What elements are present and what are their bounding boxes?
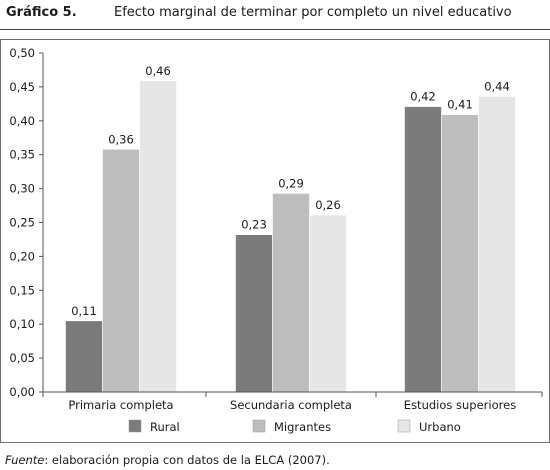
data-label: 0,46 xyxy=(145,64,171,78)
source-prefix: Fuente xyxy=(5,453,45,467)
figure-label: Gráfico 5. xyxy=(6,5,77,20)
figure-header: Gráfico 5. Efecto marginal de terminar p… xyxy=(0,0,550,30)
legend-label: Rural xyxy=(150,420,180,434)
bar xyxy=(235,234,273,393)
legend: Rural Migrantes Urbano xyxy=(128,419,461,434)
data-label: 0,23 xyxy=(241,218,267,232)
data-label: 0,42 xyxy=(410,90,436,104)
bar xyxy=(272,193,310,393)
data-label: 0,26 xyxy=(315,198,341,212)
bar xyxy=(309,214,347,393)
legend-swatch xyxy=(128,419,142,433)
y-tick-label: 0,25 xyxy=(9,216,35,230)
bar xyxy=(65,320,103,393)
y-tick-label: 0,05 xyxy=(9,351,35,365)
y-tick-label: 0,35 xyxy=(9,148,35,162)
source-note: Fuente: elaboración propia con datos de … xyxy=(5,453,330,467)
bar xyxy=(404,106,442,393)
legend-swatch xyxy=(252,419,266,433)
y-tick-label: 0,00 xyxy=(9,385,35,399)
bar xyxy=(139,80,177,393)
y-tick-label: 0,40 xyxy=(9,114,35,128)
y-tick-label: 0,20 xyxy=(9,249,35,263)
y-tick-label: 0,15 xyxy=(9,283,35,297)
source-text: : elaboración propia con datos de la ELC… xyxy=(44,453,330,467)
x-tick-label: Estudios superiores xyxy=(404,398,516,412)
legend-swatch xyxy=(397,419,411,433)
header-rule xyxy=(0,29,550,30)
data-label: 0,29 xyxy=(278,176,304,190)
y-axis: 0,00 0,05 0,10 0,15 0,20 0,25 0,30 0,35 0,40 0,45… xyxy=(9,46,44,399)
data-label: 0,11 xyxy=(71,304,97,318)
bar xyxy=(441,114,479,393)
bar xyxy=(478,96,516,393)
bar xyxy=(102,148,140,393)
bars: 0,11 0,36 0,46 0,23 0,29 0,26 0,42 0,41 0,44 xyxy=(65,64,516,393)
data-label: 0,44 xyxy=(484,79,510,93)
x-tick-label: Primaria completa xyxy=(68,398,173,412)
chart-title: Efecto marginal de terminar por completo… xyxy=(114,5,512,20)
legend-label: Urbano xyxy=(419,420,461,434)
data-label: 0,36 xyxy=(108,132,134,146)
y-tick-label: 0,30 xyxy=(9,182,35,196)
y-tick-label: 0,10 xyxy=(9,317,35,331)
y-tick-label: 0,45 xyxy=(9,80,35,94)
x-axis: Primaria completa Secundaria completa Estu… xyxy=(42,391,543,412)
legend-label: Migrantes xyxy=(274,420,331,434)
x-tick-label: Secundaria completa xyxy=(230,398,352,412)
data-label: 0,41 xyxy=(447,98,473,112)
y-tick-label: 0,50 xyxy=(9,46,35,60)
